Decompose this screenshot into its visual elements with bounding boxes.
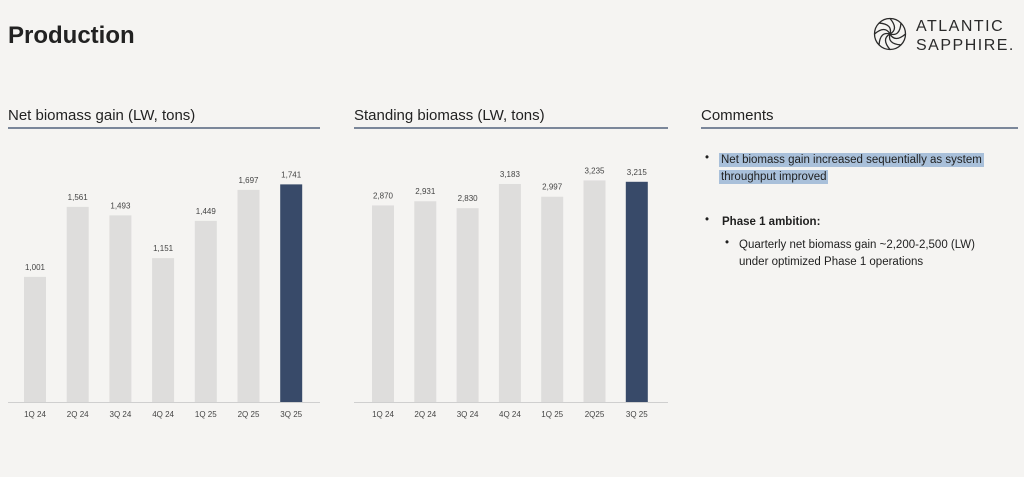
x-tick-label: 3Q 25	[626, 410, 648, 419]
x-tick-label: 4Q 24	[499, 410, 521, 419]
company-logo: ATLANTIC SAPPHIRE.	[872, 14, 1018, 58]
x-tick-label: 2Q 24	[67, 410, 89, 419]
bullet-icon: •	[725, 237, 730, 249]
bar-value-label: 1,449	[196, 207, 217, 216]
bar	[541, 196, 564, 402]
bar	[109, 215, 132, 402]
bar	[237, 189, 260, 402]
bar	[194, 220, 217, 402]
comment-subitem: • Quarterly net biomass gain ~2,200-2,50…	[725, 237, 995, 271]
comment-subitem-text: Quarterly net biomass gain ~2,200-2,500 …	[739, 239, 975, 268]
bar-value-label: 1,697	[238, 176, 259, 185]
standing-biomass-rule	[354, 127, 668, 129]
x-tick-label: 2Q 24	[414, 410, 436, 419]
comments-heading: Comments	[701, 107, 774, 124]
comment-item: • Net biomass gain increased sequentiall…	[705, 152, 1001, 186]
bar-value-label: 2,870	[373, 191, 394, 200]
bar	[625, 181, 648, 402]
x-tick-label: 2Q25	[585, 410, 605, 419]
bar-value-label: 1,561	[68, 193, 89, 202]
bar-value-label: 2,997	[542, 183, 563, 192]
bar-value-label: 3,215	[627, 168, 648, 177]
bar	[498, 183, 521, 402]
logo-text-line2: SAPPHIRE.	[916, 37, 1015, 54]
bar	[456, 208, 479, 402]
bar-value-label: 3,183	[500, 170, 521, 179]
comment-text-bold: Phase 1 ambition:	[722, 216, 821, 228]
x-tick-label: 1Q 25	[195, 410, 217, 419]
x-tick-label: 1Q 25	[541, 410, 563, 419]
standing-biomass-chart: 2,870 1Q 24 2,931 2Q 24 2,830 3Q 24 3,183 4Q 24…	[354, 166, 668, 419]
bullet-icon: •	[705, 152, 710, 164]
bar-value-label: 3,235	[584, 166, 605, 175]
comment-item: • Phase 1 ambition:	[705, 214, 1001, 231]
page-title: Production	[8, 22, 135, 49]
bar-value-label: 1,493	[110, 201, 131, 210]
logo-mark-icon	[873, 17, 907, 51]
bar	[66, 206, 89, 402]
bar	[583, 180, 606, 402]
bar-value-label: 2,830	[458, 194, 479, 203]
bullet-icon: •	[705, 214, 710, 226]
x-tick-label: 3Q 24	[457, 410, 479, 419]
x-tick-label: 3Q 24	[110, 410, 132, 419]
bar	[152, 258, 175, 402]
bar-value-label: 1,001	[25, 263, 46, 272]
x-tick-label: 1Q 24	[372, 410, 394, 419]
standing-biomass-heading: Standing biomass (LW, tons)	[354, 107, 545, 124]
bar	[372, 205, 394, 402]
x-tick-label: 1Q 24	[24, 410, 46, 419]
x-tick-label: 4Q 24	[152, 410, 174, 419]
net-biomass-chart: 1,001 1Q 24 1,561 2Q 24 1,493 3Q 24 1,151 4Q 24…	[8, 170, 320, 419]
bar	[280, 184, 303, 402]
comments-rule	[701, 127, 1018, 129]
net-biomass-rule	[8, 127, 320, 129]
x-tick-label: 2Q 25	[238, 410, 260, 419]
net-biomass-heading: Net biomass gain (LW, tons)	[8, 107, 196, 124]
bar	[414, 201, 437, 402]
bar-value-label: 1,151	[153, 244, 174, 253]
bar-value-label: 1,741	[281, 170, 302, 179]
bar	[24, 276, 46, 402]
x-tick-label: 3Q 25	[280, 410, 302, 419]
comment-text-highlighted: Net biomass gain increased sequentially …	[719, 153, 984, 184]
bar-value-label: 2,931	[415, 187, 436, 196]
logo-text-line1: ATLANTIC	[916, 18, 1005, 35]
